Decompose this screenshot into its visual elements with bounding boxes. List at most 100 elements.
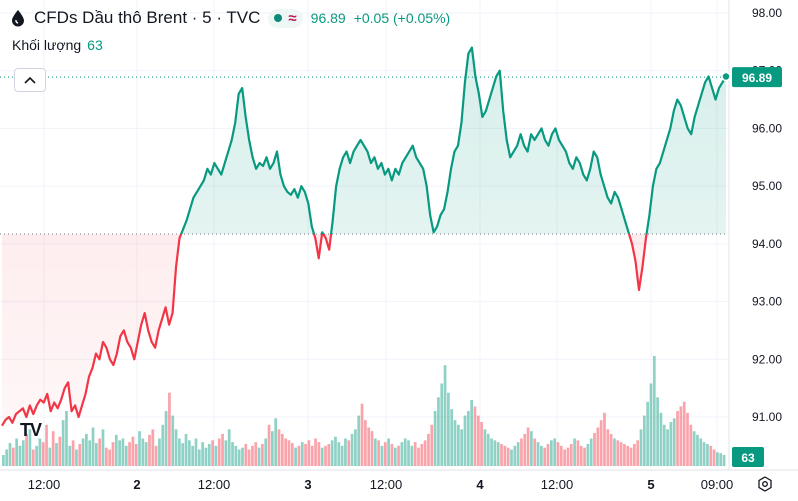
volume-bar [231,442,234,466]
volume-bar [277,429,281,466]
volume-bar [573,438,576,466]
volume-bar [503,445,507,466]
last-price-marker: 96.89 63 [721,67,782,467]
volume-bar [347,440,351,466]
volume-bar [124,445,128,466]
volume-bar [81,438,85,466]
x-tick-label: 12:00 [370,477,403,492]
volume-bar [540,445,543,466]
volume-bar [204,447,208,466]
gear-icon[interactable] [757,476,773,492]
volume-bar [656,397,659,466]
volume-bar [719,453,723,466]
volume-bar [493,440,497,466]
volume-bar [397,445,400,466]
volume-bar [28,429,32,466]
volume-bar [267,424,271,466]
volume-bar [377,440,381,466]
x-tick-label: 2 [133,477,140,492]
symbol-title[interactable]: CFDs Dầu thô Brent · 5 · TVC [34,8,261,27]
volume-bar [48,447,52,466]
volume-bar [8,443,12,466]
volume-bar [686,412,689,466]
volume-bar [553,438,557,466]
volume-bar [18,445,22,466]
volume-bar [21,440,25,466]
volume-bar [619,442,623,466]
collapse-legend-button[interactable] [14,68,46,92]
volume-bar [453,420,457,466]
volume-bar [646,401,650,466]
volume-bar [85,433,88,466]
volume-bar [65,411,68,466]
volume-bar [184,433,188,466]
volume-bar [287,440,291,466]
volume-bar [639,429,643,466]
volume-bar [506,447,510,466]
volume-bar [413,442,417,466]
volume-bar [337,442,341,466]
volume-bar [490,438,493,466]
chevron-up-icon [24,76,36,84]
volume-bar [466,411,470,466]
volume-bar [357,415,361,466]
volume-bar [626,445,630,466]
volume-bar [234,445,238,466]
volume-bar [410,445,414,466]
volume-bar [430,424,434,466]
volume-bar [599,420,603,466]
volume-bar [340,445,344,466]
volume-bar [38,438,42,466]
delayed-data-icon: ≈ [288,9,297,27]
x-tick-label: 4 [476,477,484,492]
price-line-above-baseline [179,46,727,235]
volume-bar [94,443,98,466]
volume-bar [712,449,716,466]
volume-bar [227,429,231,466]
volume-bar [297,445,301,466]
volume-bar [583,447,586,466]
area-fill-below [2,234,726,426]
volume-bar [516,442,520,466]
volume-bar [400,442,404,466]
volume-bar [390,444,394,466]
volume-bar [682,401,686,466]
volume-bar [676,411,679,466]
volume-bar [659,412,663,466]
y-tick-label: 94.00 [752,237,782,251]
volume-bar [344,438,347,466]
market-open-dot [274,14,283,22]
volume-legend[interactable]: Khối lượng 63 [12,37,103,53]
volume-value: 63 [87,37,103,53]
volume-bar [31,449,35,466]
volume-bar [716,452,719,466]
volume-bars [2,356,726,466]
volume-bar [473,406,477,466]
tradingview-logo[interactable]: TV [20,420,42,440]
volume-bar [530,431,533,466]
volume-bar [350,433,354,466]
volume-bar [55,443,58,466]
last-price-badge [732,67,782,88]
market-status[interactable]: ≈ [268,8,303,28]
volume-bar [702,442,706,466]
volume-bar [616,440,620,466]
volume-bar [679,406,683,466]
volume-bar [672,418,676,466]
volume-bar [98,438,102,466]
volume-bar [71,440,75,466]
volume-bar [496,442,500,466]
volume-bar [613,438,616,466]
volume-bar [526,427,530,466]
x-tick-label: 12:00 [541,477,574,492]
volume-bar [290,443,294,466]
area-fills [2,47,726,426]
volume-bar [566,447,570,466]
volume-bar [447,392,450,466]
volume-bar [327,444,331,466]
volume-bar [709,445,713,466]
volume-bar [247,449,251,466]
volume-bar [579,445,583,466]
volume-bar [652,356,656,466]
